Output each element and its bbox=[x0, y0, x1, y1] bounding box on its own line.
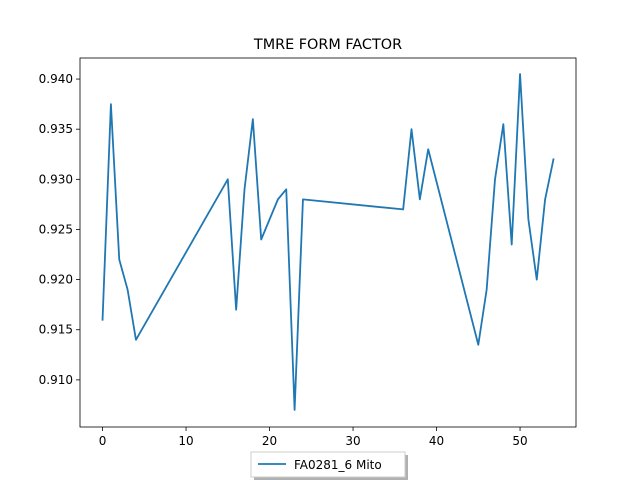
legend: FA0281_6 Mito bbox=[250, 451, 408, 480]
series-line bbox=[101, 73, 555, 411]
plot-area bbox=[80, 58, 576, 427]
y-tick-label: 0.920 bbox=[39, 273, 73, 287]
x-tick-label: 10 bbox=[178, 434, 193, 448]
series-group bbox=[101, 73, 555, 411]
x-tick-label: 50 bbox=[512, 434, 527, 448]
x-tick-label: 0 bbox=[99, 434, 107, 448]
plot-frame bbox=[79, 57, 577, 428]
legend-label: FA0281_6 Mito bbox=[294, 458, 382, 472]
y-tick-label: 0.935 bbox=[39, 122, 73, 136]
y-tick-label: 0.930 bbox=[39, 172, 73, 186]
x-tick-label: 40 bbox=[429, 434, 444, 448]
y-tick-label: 0.925 bbox=[39, 222, 73, 236]
y-tick-label: 0.940 bbox=[39, 72, 73, 86]
y-tick-label: 0.915 bbox=[39, 323, 73, 337]
chart-title: TMRE FORM FACTOR bbox=[253, 37, 402, 53]
axis-ticks: 0 10 20 30 40 50 0.910 0.915 0.920 0.925 0.930 0.93… bbox=[39, 72, 528, 448]
x-tick-label: 30 bbox=[345, 434, 360, 448]
y-tick-label: 0.910 bbox=[39, 373, 73, 387]
x-tick-label: 20 bbox=[262, 434, 277, 448]
